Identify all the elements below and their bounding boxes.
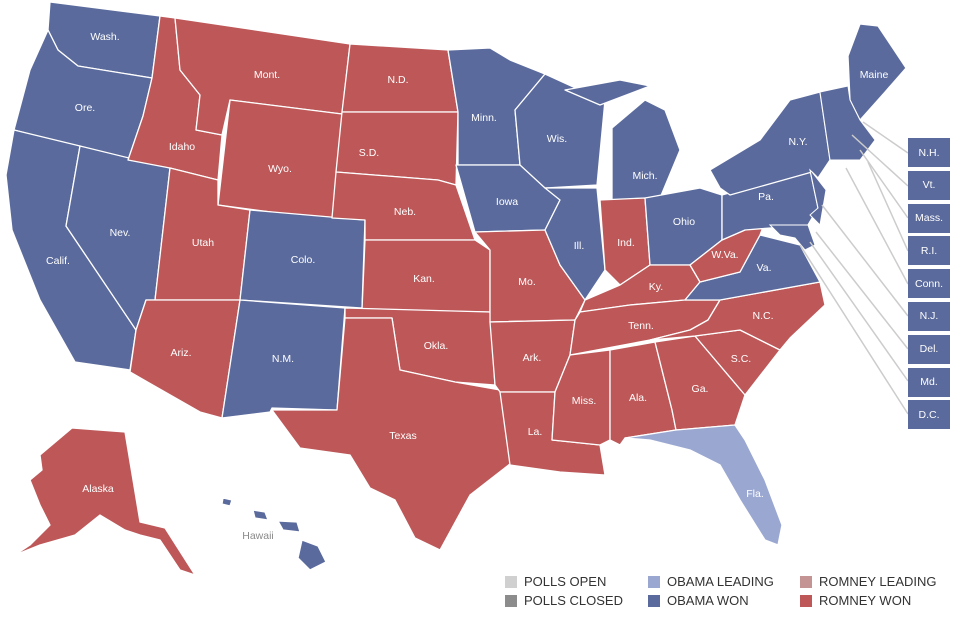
state-label-hawaii: Hawaii xyxy=(242,530,274,542)
nj-shape xyxy=(809,168,827,227)
state-label-ariz: Ariz. xyxy=(171,347,192,359)
state-label-texas: Texas xyxy=(389,430,416,442)
callout-conn[interactable]: Conn. xyxy=(908,269,950,299)
state-label-sd: S.D. xyxy=(359,147,379,159)
state-label-mo: Mo. xyxy=(518,276,536,288)
state-label-mich: Mich. xyxy=(632,170,657,182)
legend-item-obama-won: OBAMA WON xyxy=(648,593,749,608)
callout-ri[interactable]: R.I. xyxy=(908,236,950,266)
state-labels: Wash. Ore. Calif. Nev. Idaho Mont. Wyo. Utah Ari… xyxy=(46,31,888,542)
state-label-okla: Okla. xyxy=(424,340,449,352)
legend-swatch xyxy=(505,594,517,607)
state-label-la: La. xyxy=(528,426,543,438)
state-wis[interactable] xyxy=(514,73,606,189)
state-fla[interactable] xyxy=(624,424,783,546)
legend-swatch xyxy=(505,575,517,588)
callout-label: Vt. xyxy=(922,179,936,192)
legend-item-obama-leading: OBAMA LEADING xyxy=(648,574,774,589)
legend-item-polls-open: POLLS OPEN xyxy=(505,574,606,589)
state-label-wash: Wash. xyxy=(90,31,119,43)
state-label-neb: Neb. xyxy=(394,206,416,218)
callout-label: R.I. xyxy=(920,244,938,257)
state-label-alaska: Alaska xyxy=(82,483,114,495)
state-texas[interactable] xyxy=(271,317,516,551)
callout-mass[interactable]: Mass. xyxy=(908,203,950,233)
callout-label: Md. xyxy=(920,376,938,389)
state-label-tenn: Tenn. xyxy=(628,320,654,332)
state-label-ny: N.Y. xyxy=(788,136,807,148)
legend-label: OBAMA WON xyxy=(667,593,749,608)
state-label-maine: Maine xyxy=(860,69,889,81)
state-label-ill: Ill. xyxy=(574,240,585,252)
state-label-va: Va. xyxy=(757,262,772,274)
legend-item-romney-leading: ROMNEY LEADING xyxy=(800,574,937,589)
state-label-kan: Kan. xyxy=(413,273,435,285)
state-label-nc: N.C. xyxy=(753,310,774,322)
small-state-callouts: N.H. Vt. Mass. R.I. Conn. N.J. Del. Md. … xyxy=(908,138,950,433)
legend-label: OBAMA LEADING xyxy=(667,574,774,589)
legend-label: ROMNEY LEADING xyxy=(819,574,937,589)
state-label-ind: Ind. xyxy=(617,237,635,249)
state-label-wva: W.Va. xyxy=(711,249,738,261)
legend-label: POLLS OPEN xyxy=(524,574,607,589)
state-label-fla: Fla. xyxy=(746,488,764,500)
state-label-nd: N.D. xyxy=(388,74,409,86)
state-label-minn: Minn. xyxy=(471,112,497,124)
state-label-miss: Miss. xyxy=(572,395,597,407)
legend-swatch xyxy=(800,594,812,607)
state-label-wyo: Wyo. xyxy=(268,163,292,175)
callout-vt[interactable]: Vt. xyxy=(908,170,950,200)
callout-label: Mass. xyxy=(914,212,943,225)
callout-label: D.C. xyxy=(918,408,940,421)
state-label-ga: Ga. xyxy=(692,383,709,395)
state-label-iowa: Iowa xyxy=(496,196,518,208)
state-label-ky: Ky. xyxy=(649,281,663,293)
state-label-ark: Ark. xyxy=(523,352,542,364)
legend-label: POLLS CLOSED xyxy=(524,593,623,608)
callout-del[interactable]: Del. xyxy=(908,334,950,364)
legend-label: ROMNEY WON xyxy=(819,593,912,608)
callout-nj[interactable]: N.J. xyxy=(908,301,950,331)
new-england-shapes xyxy=(819,85,876,161)
legend-swatch xyxy=(648,575,660,588)
state-label-ala: Ala. xyxy=(629,392,647,404)
state-label-utah: Utah xyxy=(192,237,214,249)
legend-swatch xyxy=(800,575,812,588)
callout-label: Del. xyxy=(919,343,939,356)
state-label-ohio: Ohio xyxy=(673,216,695,228)
legend-swatch xyxy=(648,594,660,607)
state-alaska[interactable] xyxy=(14,427,196,576)
callout-leader-lines xyxy=(799,121,909,415)
state-hawaii[interactable] xyxy=(221,497,327,571)
state-label-nm: N.M. xyxy=(272,353,294,365)
state-label-ore: Ore. xyxy=(75,102,95,114)
state-ariz[interactable] xyxy=(129,299,241,419)
state-label-sc: S.C. xyxy=(731,353,751,365)
state-label-wis: Wis. xyxy=(547,133,567,145)
map-legend: POLLS OPEN POLLS CLOSED OBAMA LEADING OB… xyxy=(505,574,955,614)
callout-label: N.H. xyxy=(918,146,940,159)
callout-label: Conn. xyxy=(914,277,944,290)
state-label-calif: Calif. xyxy=(46,255,70,267)
state-ny[interactable] xyxy=(709,91,831,196)
callout-label: N.J. xyxy=(919,310,939,323)
state-label-colo: Colo. xyxy=(291,254,316,266)
state-wyo[interactable] xyxy=(217,99,343,221)
callout-md[interactable]: Md. xyxy=(908,367,950,397)
state-label-pa: Pa. xyxy=(758,191,774,203)
state-nc[interactable] xyxy=(649,281,826,351)
callout-nh[interactable]: N.H. xyxy=(908,138,950,167)
state-label-idaho: Idaho xyxy=(169,141,195,153)
legend-item-polls-closed: POLLS CLOSED xyxy=(505,593,623,608)
state-label-mont: Mont. xyxy=(254,69,280,81)
state-ill[interactable] xyxy=(544,187,606,301)
callout-dc[interactable]: D.C. xyxy=(908,400,950,430)
legend-item-romney-won: ROMNEY WON xyxy=(800,593,911,608)
state-label-nev: Nev. xyxy=(110,227,131,239)
del-md-shapes xyxy=(768,224,816,251)
